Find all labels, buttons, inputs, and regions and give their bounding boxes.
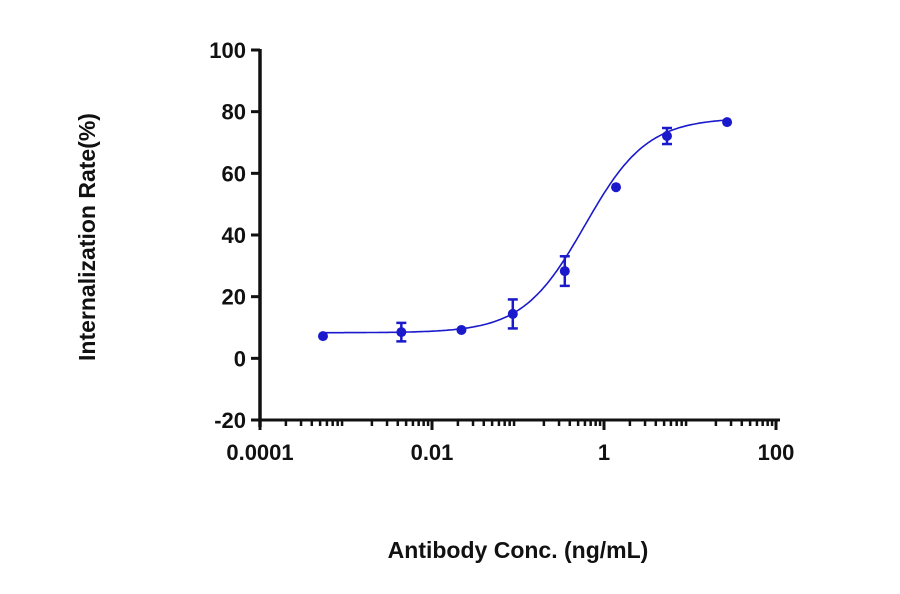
data-point (317, 331, 328, 342)
y-tick-label: -20 (214, 408, 246, 433)
point-marker (456, 324, 467, 335)
y-tick-label: 60 (222, 161, 246, 186)
point-marker (507, 308, 518, 319)
x-tick-label: 100 (758, 440, 795, 465)
data-points (317, 117, 733, 343)
x-tick-label: 0.01 (411, 440, 454, 465)
data-point (722, 117, 733, 128)
x-axis-title: Antibody Conc. (ng/mL) (388, 537, 649, 563)
y-axis-title: Internalization Rate(%) (74, 113, 100, 361)
data-point (507, 298, 518, 330)
x-tick-label: 0.0001 (226, 440, 293, 465)
data-point (396, 321, 407, 343)
point-marker (317, 331, 328, 342)
y-tick-label: 20 (222, 285, 246, 310)
y-tick-label: 40 (222, 223, 246, 248)
fit-curve (323, 119, 728, 334)
point-marker (559, 266, 570, 277)
point-marker (722, 117, 733, 128)
fit-line (323, 119, 728, 334)
x-tick-label: 1 (598, 440, 610, 465)
axes: -20 0 20 40 60 80 100 0.0001 0.01 1 100 (209, 38, 794, 465)
y-tick-label: 80 (222, 100, 246, 125)
point-marker (396, 327, 407, 338)
point-marker (611, 182, 622, 193)
data-point (661, 126, 672, 146)
point-marker (661, 131, 672, 142)
data-point (611, 182, 622, 193)
y-tick-label: 0 (234, 346, 246, 371)
y-tick-label: 100 (209, 38, 246, 63)
data-point (456, 324, 467, 335)
data-point (559, 255, 570, 288)
